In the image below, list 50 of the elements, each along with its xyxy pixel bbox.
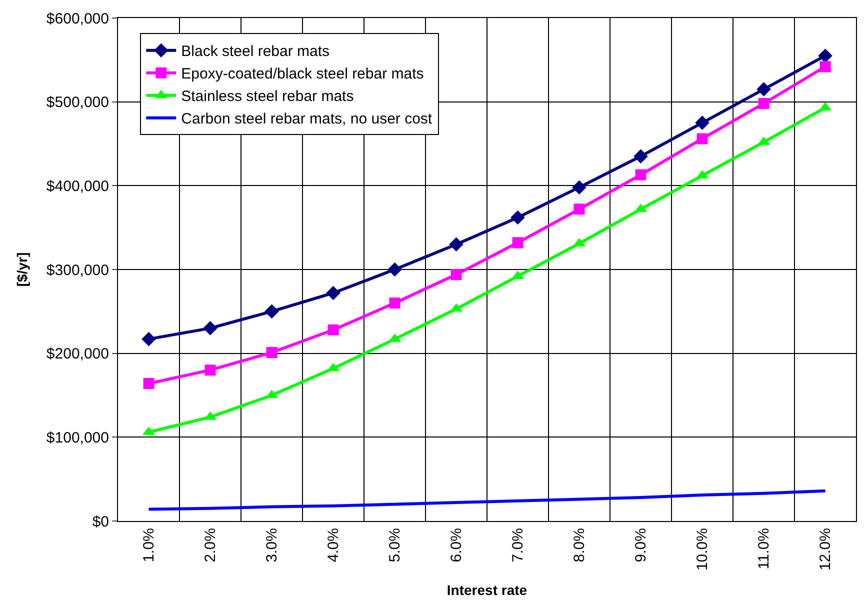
- point: [328, 324, 339, 336]
- point: [203, 321, 218, 336]
- y-axis-title: [$/yr]: [14, 252, 30, 287]
- point: [512, 237, 524, 248]
- point: [389, 298, 400, 309]
- x-tick-label: 2.0%: [202, 528, 220, 562]
- y-tick-label: $600,000: [46, 10, 109, 28]
- x-tick-label: 4.0%: [325, 528, 342, 562]
- x-tick-label: 12.0%: [817, 528, 834, 571]
- x-tick-label: 8.0%: [571, 528, 588, 562]
- x-tick-label: 6.0%: [448, 528, 466, 562]
- x-tick-label: 5.0%: [386, 528, 404, 562]
- point: [388, 262, 402, 277]
- point: [326, 286, 340, 300]
- y-tick-label: $300,000: [46, 262, 109, 279]
- point: [204, 364, 216, 376]
- point: [510, 210, 525, 225]
- legend-label: Carbon steel rebar mats, no user cost: [181, 110, 433, 128]
- y-tick-label: $400,000: [46, 178, 109, 195]
- point: [266, 347, 278, 358]
- x-tick-label: 7.0%: [510, 528, 527, 562]
- point: [634, 149, 648, 164]
- legend-label: Epoxy-coated/black steel rebar mats: [181, 66, 424, 83]
- y-tick-label: $200,000: [46, 346, 109, 363]
- x-tick-label: 1.0%: [140, 528, 158, 562]
- point: [758, 98, 770, 110]
- legend-label: Black steel rebar mats: [181, 43, 330, 60]
- point: [820, 61, 831, 72]
- x-tick-label: 10.0%: [694, 528, 712, 571]
- point: [695, 116, 710, 130]
- point: [696, 133, 708, 144]
- line-series: [147, 489, 827, 511]
- point: [818, 48, 832, 63]
- point: [450, 269, 462, 280]
- x-tick-label: 11.0%: [756, 528, 773, 570]
- point: [756, 82, 771, 96]
- point: [264, 304, 279, 319]
- point: [574, 204, 585, 215]
- y-tick-label: $0: [92, 513, 109, 530]
- x-axis-title: Interest rate: [446, 582, 528, 598]
- x-tick-label: 3.0%: [264, 528, 281, 562]
- y-tick-label: $100,000: [46, 429, 109, 446]
- point: [449, 237, 464, 252]
- point: [572, 180, 586, 194]
- point: [635, 169, 646, 180]
- x-tick-label: 9.0%: [632, 528, 650, 562]
- point: [143, 378, 154, 390]
- point: [142, 332, 156, 346]
- legend-label: Stainless steel rebar mats: [181, 88, 354, 106]
- y-tick-label: $500,000: [46, 94, 109, 112]
